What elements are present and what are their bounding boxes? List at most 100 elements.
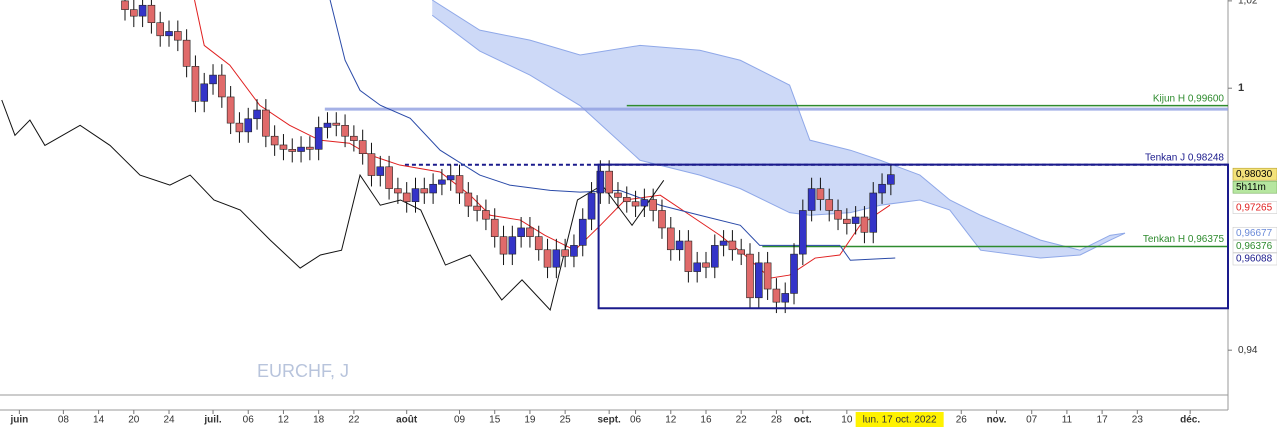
indicator-line xyxy=(194,0,891,279)
x-tick-label: 14 xyxy=(93,415,105,426)
x-tick-label: 24 xyxy=(163,415,175,426)
price-tag-label: 0,96677 xyxy=(1236,228,1273,239)
cloud-lower xyxy=(431,14,1126,259)
y-tick-label: 1 xyxy=(1238,82,1244,94)
candle-body xyxy=(799,210,807,255)
price-tag xyxy=(1232,252,1277,266)
candle-body xyxy=(464,192,473,207)
candle-body xyxy=(666,227,675,251)
price-tag xyxy=(1232,167,1277,181)
candle-body xyxy=(605,170,613,194)
price-tag-label: 0,97265 xyxy=(1236,202,1273,213)
candle-body xyxy=(816,188,825,200)
candle-body xyxy=(887,174,895,185)
candle-body xyxy=(825,199,834,211)
indicator-line xyxy=(1,99,665,312)
x-tick-label: 10 xyxy=(841,415,853,426)
ichimoku-cloud xyxy=(432,0,1126,259)
candle-body xyxy=(279,144,288,150)
x-tick-label: 12 xyxy=(278,415,290,426)
candle-body xyxy=(534,236,543,251)
x-tick-label: juin xyxy=(9,415,28,426)
countdown-box xyxy=(1232,180,1277,194)
candle-body xyxy=(218,74,226,98)
x-tick-label: nov. xyxy=(987,415,1007,426)
price-tag xyxy=(1232,226,1277,240)
price-tag-label: 0,96088 xyxy=(1236,254,1273,265)
x-tick-label: 22 xyxy=(736,415,748,426)
candle-body xyxy=(297,146,305,152)
level-label: Kijun H 0,99600 xyxy=(1153,93,1225,104)
candle-body xyxy=(746,253,754,299)
x-tick-label: 06 xyxy=(630,415,642,426)
candle-body xyxy=(191,66,200,102)
candle-body xyxy=(499,236,508,255)
x-tick-label: 23 xyxy=(1132,415,1144,426)
candle-body xyxy=(394,188,402,194)
candle-body xyxy=(649,199,657,211)
price-tag-label: 0,98030 xyxy=(1236,169,1273,180)
x-tick-label: 12 xyxy=(665,415,677,426)
candle-body xyxy=(552,249,561,268)
x-tick-label: 22 xyxy=(348,415,360,426)
candle-body xyxy=(473,205,481,211)
candle-body xyxy=(358,140,367,154)
x-tick-label: 20 xyxy=(128,415,140,426)
candle-body xyxy=(138,4,147,17)
level-label: Tenkan J 0,98248 xyxy=(1145,152,1224,163)
candle-body xyxy=(596,170,605,194)
x-tick-label: 28 xyxy=(771,415,783,426)
candle-body xyxy=(790,253,798,294)
y-tick-label: 1,02 xyxy=(1238,0,1258,7)
candle-body xyxy=(508,236,517,255)
candle-body xyxy=(702,262,710,268)
candle-body xyxy=(710,245,719,268)
candle-body xyxy=(367,153,376,176)
crosshair-date-bg xyxy=(855,412,944,427)
candle-body xyxy=(719,240,728,246)
candle-body xyxy=(323,122,332,128)
candle-body xyxy=(693,262,701,272)
watermark: EURCHF, J xyxy=(257,361,349,381)
cloud-upper xyxy=(431,0,1126,251)
candle-body xyxy=(658,210,666,229)
price-tag xyxy=(1232,201,1277,214)
candle-body xyxy=(737,249,746,255)
x-tick-label: 15 xyxy=(489,415,501,426)
candle-body xyxy=(878,183,886,194)
candle-body xyxy=(226,96,235,124)
candle-body xyxy=(411,188,420,203)
candle-body xyxy=(350,135,358,141)
x-tick-label: sept. xyxy=(597,415,621,426)
candle-body xyxy=(860,216,869,233)
candle-body xyxy=(490,218,499,237)
crosshair-date: lun. 17 oct. 2022 xyxy=(863,415,937,426)
candle-body xyxy=(402,192,411,203)
candle-body xyxy=(262,109,270,137)
candle-body xyxy=(526,227,534,237)
level-label: Tenkan H 0,96375 xyxy=(1143,234,1225,245)
candle-body xyxy=(130,9,138,17)
x-tick-label: 08 xyxy=(58,415,70,426)
x-tick-label: oct. xyxy=(794,415,812,426)
x-tick-label: 25 xyxy=(560,415,572,426)
candle-body xyxy=(843,218,851,224)
candle-body xyxy=(385,166,393,189)
x-tick-label: 17 xyxy=(1097,415,1109,426)
x-tick-label: 09 xyxy=(454,415,466,426)
candle-body xyxy=(869,192,878,233)
candle-body xyxy=(763,262,772,290)
candle-body xyxy=(807,188,816,211)
candle-body xyxy=(640,199,649,207)
candle-body xyxy=(614,192,622,198)
candle-body xyxy=(209,74,217,85)
candle-body xyxy=(578,218,587,246)
x-tick-label: 16 xyxy=(700,415,712,426)
x-tick-label: déc. xyxy=(1180,415,1200,426)
candle-body xyxy=(147,4,156,24)
candle-body xyxy=(543,249,552,268)
candle-body xyxy=(755,262,763,299)
candle-body xyxy=(429,183,437,194)
candle-body xyxy=(438,179,446,185)
